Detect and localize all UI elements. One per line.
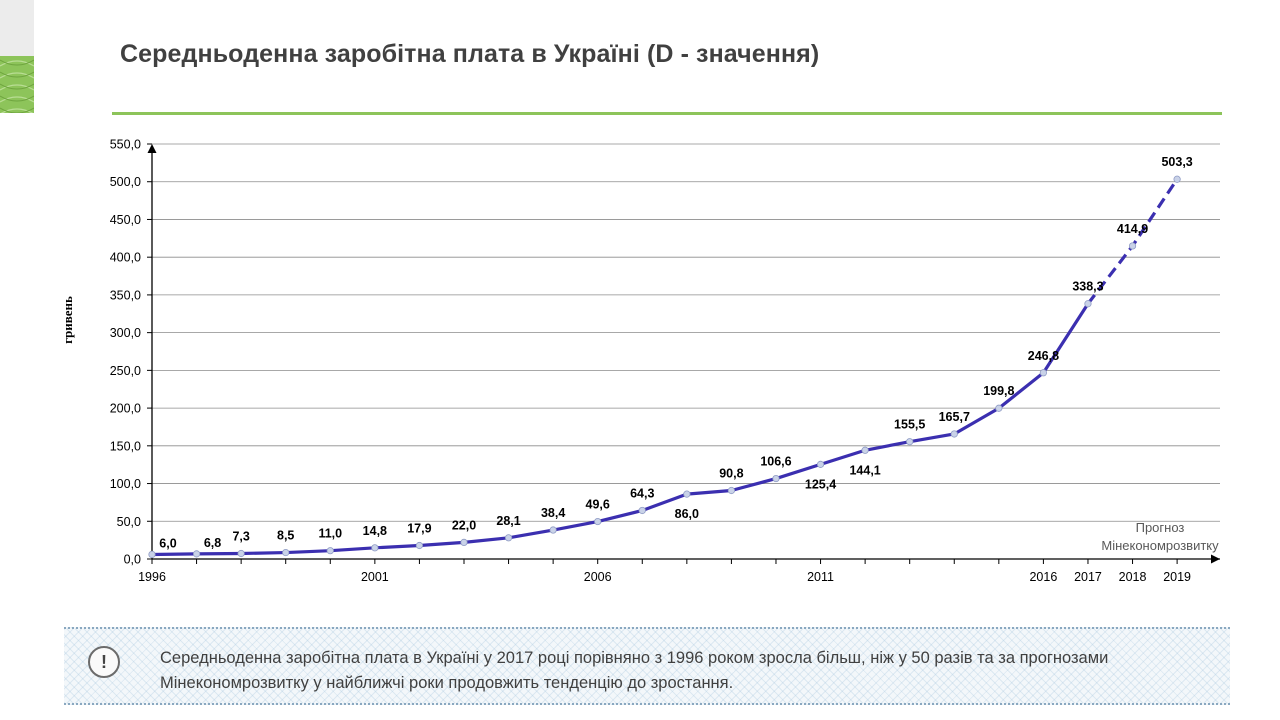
corner-pattern-icon — [0, 56, 34, 113]
data-point — [906, 438, 914, 446]
data-label: 90,8 — [719, 466, 743, 480]
series-line — [151, 178, 1179, 557]
data-point — [861, 446, 869, 454]
data-label: 155,5 — [894, 418, 925, 432]
data-label: 86,0 — [675, 507, 699, 521]
y-axis-arrow-icon — [147, 144, 157, 153]
data-label: 246,8 — [1028, 349, 1059, 363]
salary-line-chart: 0,0 50,0 100,0 150,0 200,0 250,0 300,0 350,0 400… — [60, 138, 1220, 584]
x-tick-label: 1996 — [138, 570, 166, 584]
y-tick-label: 50,0 — [117, 515, 141, 529]
y-tick-label: 150,0 — [110, 439, 141, 453]
data-label: 49,6 — [586, 498, 610, 512]
data-label: 125,4 — [805, 477, 836, 491]
data-label: 17,9 — [407, 521, 431, 535]
data-point — [816, 460, 825, 468]
y-tick-label: 100,0 — [110, 477, 141, 491]
x-axis-arrow-icon — [1211, 554, 1220, 564]
data-label: 6,0 — [159, 536, 176, 550]
data-point — [1084, 300, 1092, 308]
data-point — [683, 490, 691, 498]
data-point — [282, 548, 290, 557]
data-label: 338,3 — [1072, 280, 1103, 294]
x-tick-label: 2019 — [1163, 570, 1191, 584]
data-point — [638, 506, 646, 515]
data-point — [1128, 242, 1137, 250]
data-labels: 6,0 6,8 7,3 8,5 11,0 14,8 17,9 22,0 28,1 38,4 49,6… — [159, 155, 1192, 550]
data-point — [326, 547, 334, 555]
data-point — [371, 544, 379, 552]
data-point — [148, 550, 156, 559]
y-tick-label: 550,0 — [110, 138, 141, 152]
data-label: 503,3 — [1161, 155, 1192, 169]
data-label: 22,0 — [452, 518, 476, 532]
x-tick-label: 2018 — [1119, 570, 1147, 584]
y-tick-label: 250,0 — [110, 364, 141, 378]
data-point — [192, 550, 201, 558]
data-point — [504, 534, 513, 542]
data-label: 64,3 — [630, 486, 654, 500]
data-point — [237, 549, 245, 558]
data-point — [1173, 175, 1181, 183]
x-tick-label: 2017 — [1074, 570, 1102, 584]
y-tick-label: 500,0 — [110, 175, 141, 189]
y-tick-labels: 0,0 50,0 100,0 150,0 200,0 250,0 300,0 350,0 400… — [110, 138, 141, 567]
data-label: 8,5 — [277, 529, 294, 543]
x-tick-label: 2001 — [361, 570, 389, 584]
data-point — [594, 517, 602, 526]
grid-lines — [147, 143, 1220, 560]
data-label: 199,8 — [983, 384, 1014, 398]
data-point — [727, 486, 736, 495]
corner-strip — [0, 0, 34, 56]
x-tick-label: 2011 — [807, 570, 834, 584]
data-point — [415, 541, 424, 550]
x-tick-labels: 1996 2001 2006 2011 2016 2017 2018 2019 — [138, 570, 1191, 584]
data-label: 106,6 — [760, 455, 791, 469]
y-tick-label: 400,0 — [110, 251, 141, 265]
y-tick-label: 200,0 — [110, 402, 141, 416]
x-tick-label: 2006 — [584, 570, 612, 584]
data-point — [950, 430, 958, 438]
data-point — [549, 526, 557, 534]
forecast-label-line2: Мінекономрозвитку — [1101, 538, 1219, 553]
y-tick-label: 450,0 — [110, 213, 141, 227]
data-label: 28,1 — [496, 514, 520, 528]
data-label: 165,7 — [939, 410, 970, 424]
data-markers — [148, 175, 1181, 559]
y-axis-label: гривень — [60, 296, 75, 344]
page-title: Середньоденна заробітна плата в Україні … — [120, 40, 820, 68]
note-box — [64, 627, 1230, 705]
data-point — [1039, 369, 1048, 377]
data-label: 11,0 — [318, 527, 342, 541]
actual-series-line — [151, 302, 1090, 557]
y-tick-label: 300,0 — [110, 326, 141, 340]
forecast-label-line1: Прогноз — [1136, 520, 1185, 535]
note-text: Середньоденна заробітна плата в Україні … — [160, 649, 1109, 692]
data-label: 144,1 — [849, 463, 880, 477]
y-tick-label: 0,0 — [124, 553, 141, 567]
exclamation-icon: ! — [88, 646, 120, 678]
data-label: 14,8 — [363, 524, 387, 538]
data-label: 7,3 — [232, 529, 249, 543]
x-tick-label: 2016 — [1029, 570, 1057, 584]
axes — [147, 144, 1220, 564]
data-point — [772, 474, 780, 483]
y-tick-label: 350,0 — [110, 288, 141, 302]
data-point — [460, 538, 468, 547]
data-label: 6,8 — [204, 536, 221, 550]
data-label: 38,4 — [541, 506, 565, 520]
title-underline — [112, 112, 1222, 115]
data-point — [995, 404, 1003, 412]
data-label: 414,9 — [1117, 222, 1148, 236]
